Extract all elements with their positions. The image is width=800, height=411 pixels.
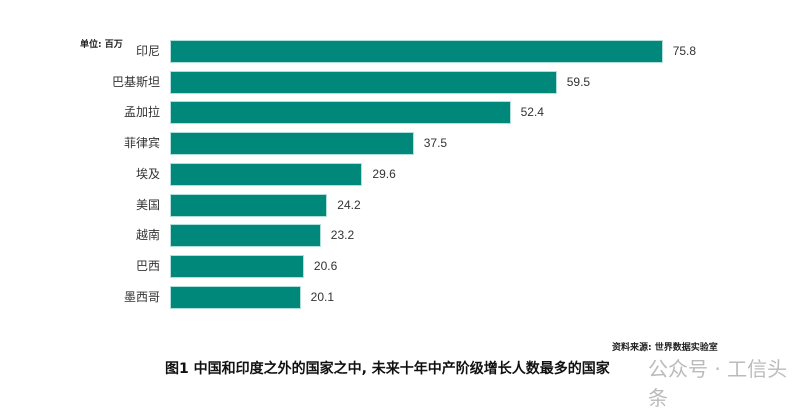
bar	[170, 40, 663, 63]
bar	[170, 193, 328, 217]
bar	[170, 132, 414, 156]
value-label: 52.4	[520, 105, 544, 120]
category-label: 孟加拉	[123, 105, 160, 120]
unit-label: 单位: 百万	[80, 40, 123, 50]
bar-row: 巴基斯坦 59.5	[0, 70, 800, 94]
bar	[170, 254, 304, 278]
chart-title: 图1 中国和印度之外的国家之中, 未来十年中产阶级增长人数最多的国家	[165, 361, 610, 377]
value-label: 20.1	[310, 289, 334, 304]
value-label: 59.5	[566, 74, 591, 89]
value-label: 23.2	[330, 228, 355, 243]
bar-row: 孟加拉 52.4	[0, 101, 800, 125]
source-note: 资料来源: 世界数据实验室	[612, 343, 718, 353]
category-label: 美国	[135, 197, 160, 212]
value-label: 37.5	[423, 136, 448, 151]
bar-row: 美国 24.2	[0, 193, 800, 217]
bar-row: 菲律宾 37.5	[0, 132, 800, 156]
value-label: 29.6	[372, 166, 396, 181]
watermark: 公众号 · 工信头条	[648, 357, 788, 410]
category-label: 巴西	[135, 258, 160, 273]
category-label: 印尼	[135, 44, 160, 58]
bar-row: 巴西 20.6	[0, 254, 800, 278]
bar	[170, 101, 511, 125]
bar-row: 越南 23.2	[0, 224, 800, 248]
category-label: 越南	[135, 228, 160, 243]
category-label: 埃及	[135, 166, 160, 181]
bar	[170, 224, 321, 248]
bar	[170, 70, 557, 94]
bar	[170, 162, 363, 186]
category-label: 菲律宾	[123, 136, 160, 151]
bar-row: 印尼 75.8	[0, 40, 800, 63]
value-label: 20.6	[313, 258, 338, 273]
value-label: 75.8	[672, 44, 697, 58]
bar	[170, 285, 301, 309]
value-label: 24.2	[337, 197, 361, 212]
category-label: 墨西哥	[123, 289, 160, 304]
bar-row: 埃及 29.6	[0, 162, 800, 186]
bar-row: 墨西哥 20.1	[0, 285, 800, 309]
category-label: 巴基斯坦	[111, 74, 160, 89]
